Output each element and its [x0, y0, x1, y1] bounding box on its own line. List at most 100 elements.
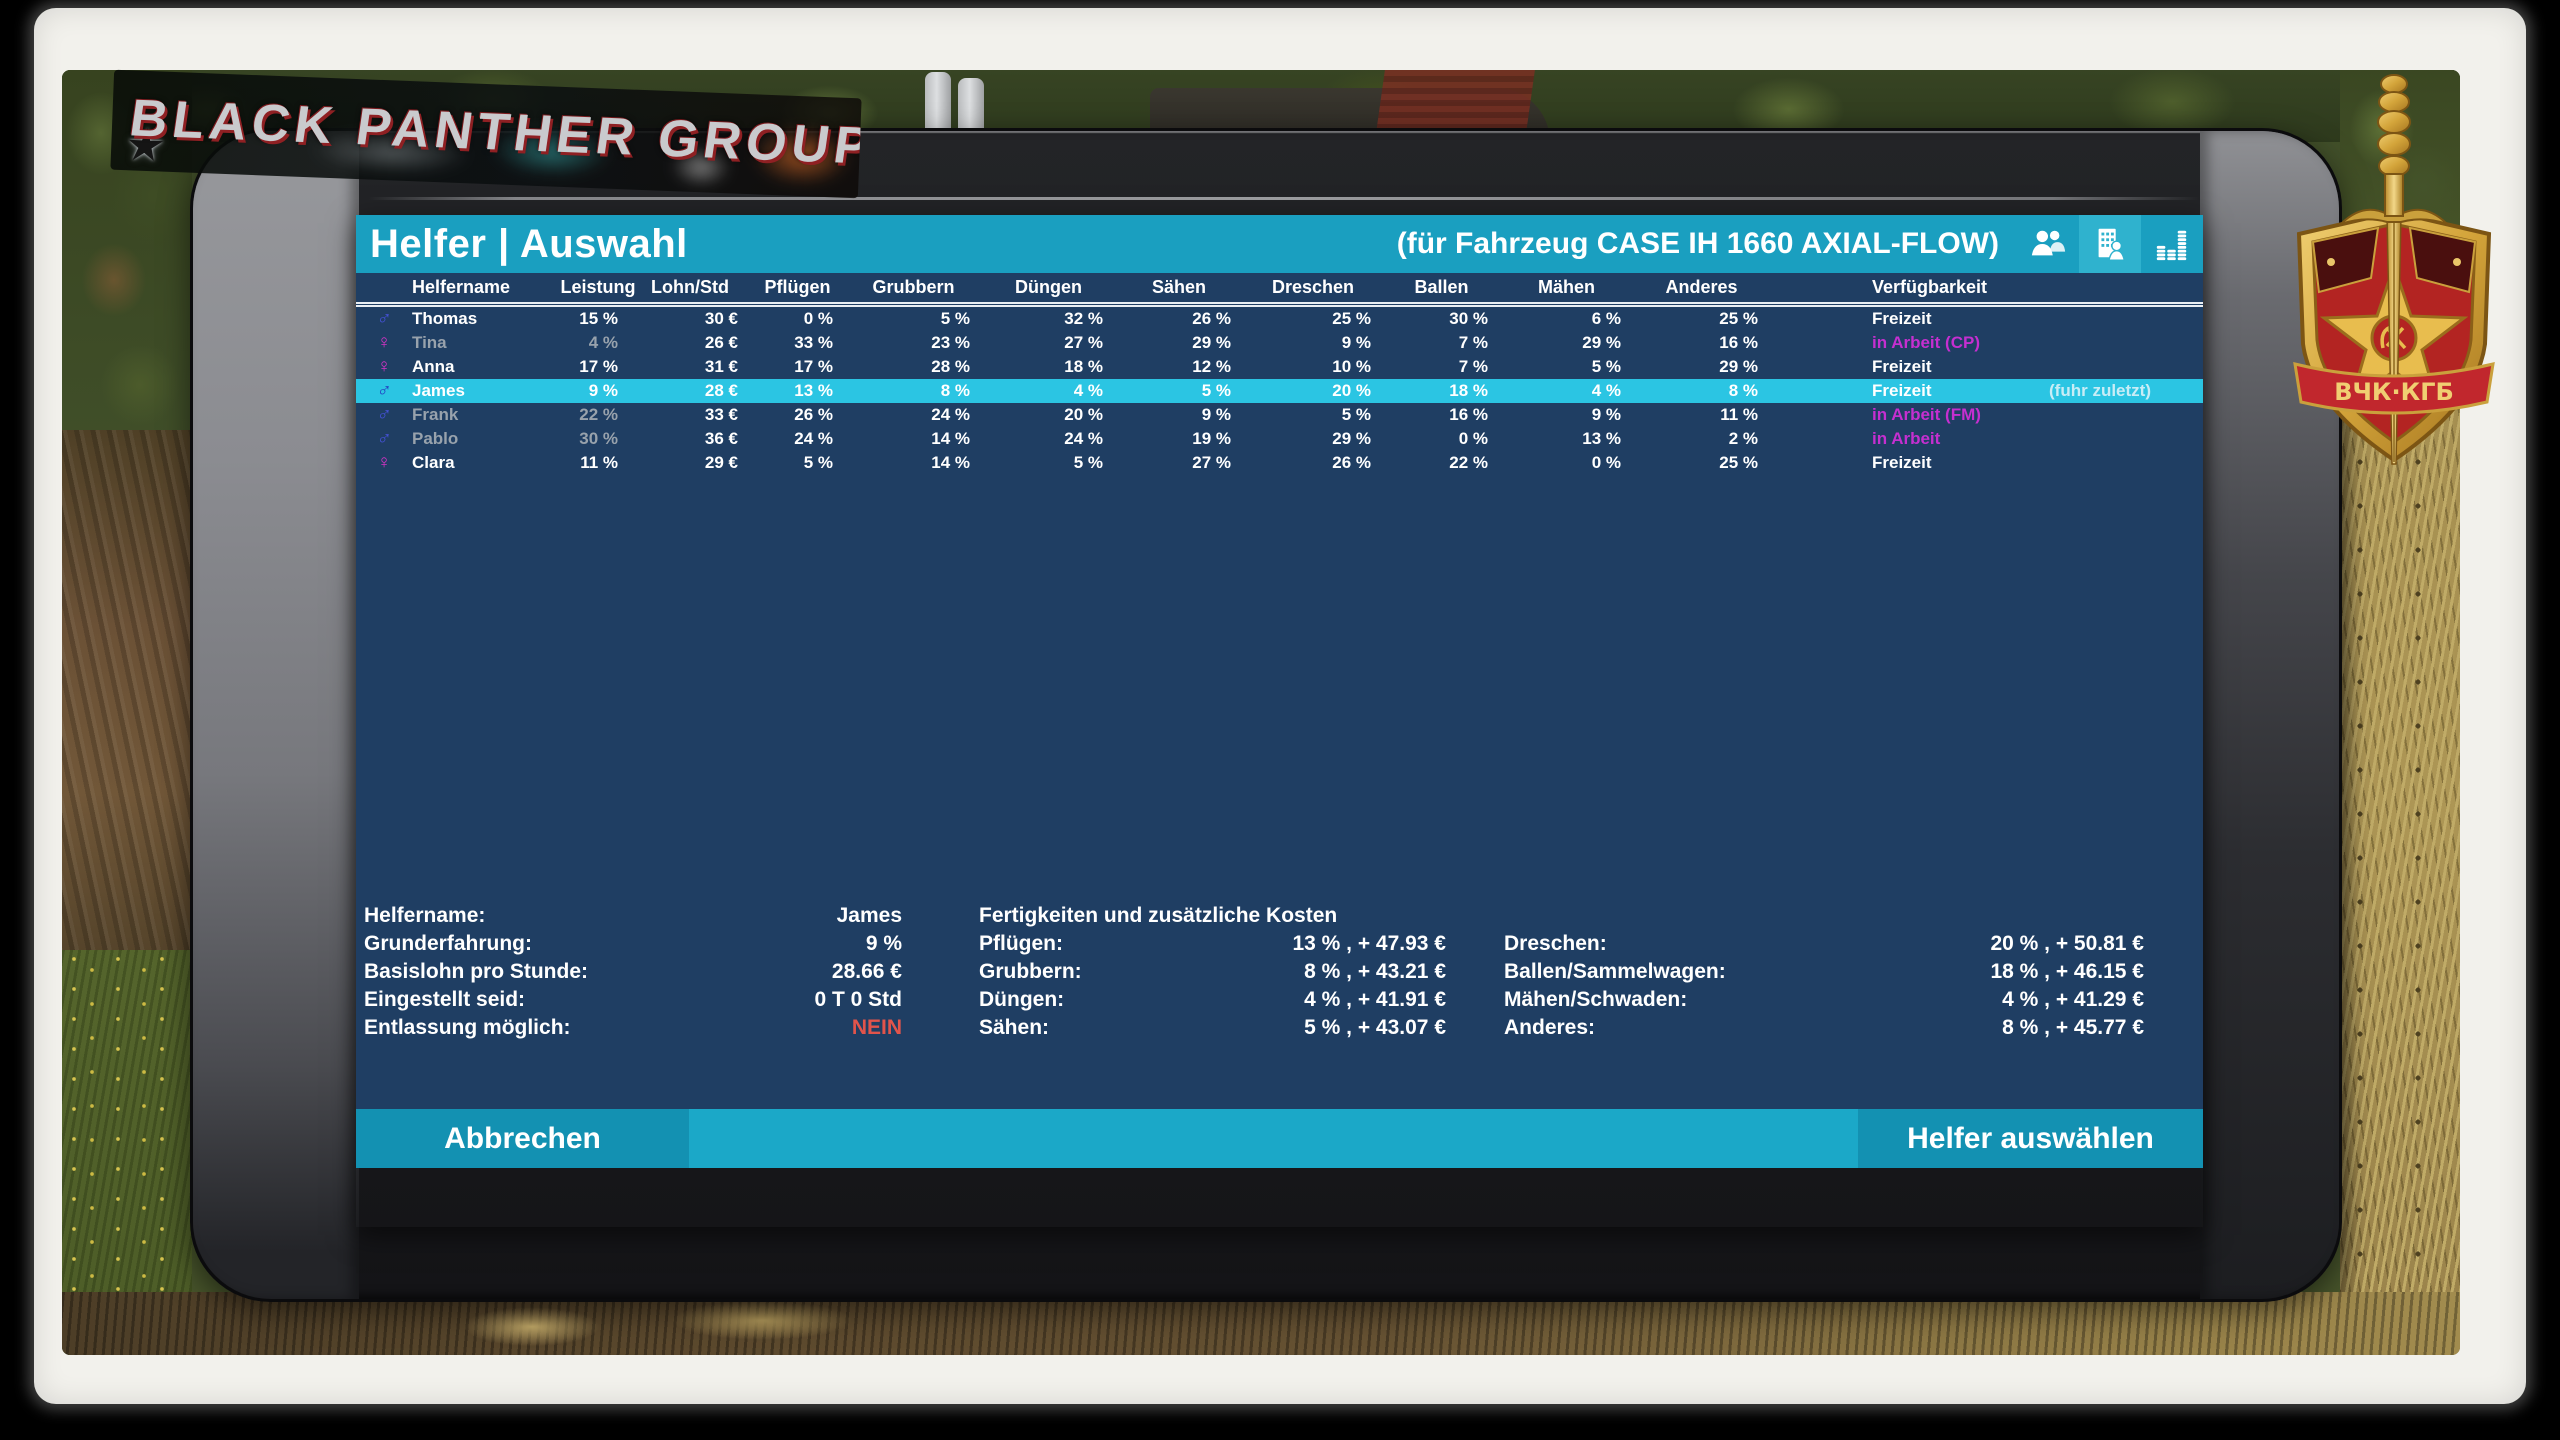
cell-dreschen: 25 %	[1332, 309, 1371, 328]
cell-grubbern: 14 %	[931, 453, 970, 472]
detail-value: 9 %	[865, 932, 902, 955]
cell-grubbern: 24 %	[931, 405, 970, 424]
screen-glint	[369, 197, 2199, 200]
tab-helpers[interactable]	[2017, 215, 2079, 273]
helper-row-james-selected[interactable]: ♂ James 9 % 28 € 13 % 8 % 4 % 5 % 20 % 1…	[356, 379, 2203, 403]
cell-dreschen: 26 %	[1332, 453, 1371, 472]
male-icon: ♂	[375, 428, 393, 449]
cell-dreschen: 5 %	[1341, 405, 1371, 424]
cell-leistung: 17 %	[579, 357, 618, 376]
ribbon	[2293, 362, 2495, 415]
cell-anderes: 16 %	[1719, 333, 1758, 352]
page-title: Helfer | Auswahl	[370, 221, 688, 266]
cell-dreschen: 29 %	[1332, 429, 1371, 448]
skill-label: Düngen:	[979, 988, 1065, 1011]
skill-value: 8 % , + 45.77 €	[2002, 1016, 2144, 1039]
col-saehen: Sähen	[1151, 277, 1207, 297]
skill-value: 4 % , + 41.91 €	[1304, 988, 1446, 1011]
col-dreschen: Dreschen	[1271, 277, 1355, 297]
helper-row-frank[interactable]: ♂ Frank 22 % 33 € 26 % 24 % 20 % 9 % 5 %…	[356, 403, 2203, 427]
cell-leistung: 22 %	[579, 405, 618, 424]
cell-anderes: 2 %	[1728, 429, 1758, 448]
helper-row-tina[interactable]: ♀ Tina 4 % 26 € 33 % 23 % 27 % 29 % 9 % …	[356, 331, 2203, 355]
detail-label: Entlassung möglich:	[364, 1016, 571, 1039]
cell-ballen: 18 %	[1449, 381, 1488, 400]
detail-value: 28.66 €	[831, 960, 902, 983]
cell-ballen: 7 %	[1458, 357, 1488, 376]
cell-lohn: 31 €	[704, 357, 738, 376]
details-skills-right: Dreschen: 20 % , + 50.81 € Ballen/Sammelw…	[1504, 930, 2144, 1042]
col-helfername: Helfername	[412, 277, 511, 297]
cell-dreschen: 10 %	[1332, 357, 1371, 376]
cell-maehen: 4 %	[1591, 381, 1621, 400]
skill-value: 13 % , + 47.93 €	[1292, 932, 1446, 955]
skill-label: Anderes:	[1504, 1016, 1596, 1039]
col-grubbern: Grubbern	[872, 277, 955, 297]
cell-leistung: 9 %	[588, 381, 618, 400]
cell-duengen: 20 %	[1064, 405, 1103, 424]
tab-contracts[interactable]	[2079, 215, 2141, 273]
skill-label: Dreschen:	[1504, 932, 1607, 955]
cell-grubbern: 28 %	[931, 357, 970, 376]
cell-lohn: 36 €	[704, 429, 738, 448]
col-lohn: Lohn/Std	[651, 277, 729, 297]
cell-ballen: 22 %	[1449, 453, 1488, 472]
dialog-body: Helfername Leistung Lohn/Std Pflügen Gru…	[356, 273, 2203, 1168]
scene-silo	[925, 72, 951, 136]
cell-pfluegen: 0 %	[803, 309, 833, 328]
cancel-button[interactable]: Abbrechen	[356, 1109, 689, 1168]
cell-saehen: 12 %	[1192, 357, 1231, 376]
banner-title: BLACK PANTHER GROUP	[126, 89, 862, 176]
cell-duengen: 5 %	[1073, 453, 1103, 472]
status-badge: Freizeit	[1872, 309, 1932, 328]
skill-label: Pflügen:	[979, 932, 1063, 955]
status-badge: Freizeit	[1872, 453, 1932, 472]
cell-anderes: 25 %	[1719, 309, 1758, 328]
select-helper-button[interactable]: Helfer auswählen	[1858, 1109, 2203, 1168]
helper-row-anna[interactable]: ♀ Anna 17 % 31 € 17 % 28 % 18 % 12 % 10 …	[356, 355, 2203, 379]
helper-row-pablo[interactable]: ♂ Pablo 30 % 36 € 24 % 14 % 24 % 19 % 29…	[356, 427, 2203, 451]
kgb-shield-emblem: ВЧК·КГБ	[2283, 66, 2505, 474]
cell-saehen: 27 %	[1192, 453, 1231, 472]
cell-maehen: 6 %	[1591, 309, 1621, 328]
cell-saehen: 19 %	[1192, 429, 1231, 448]
cell-leistung: 30 %	[579, 429, 618, 448]
status-badge: in Arbeit (CP)	[1872, 333, 1980, 352]
cell-saehen: 29 %	[1192, 333, 1231, 352]
scene-bottom-ground	[62, 1292, 2460, 1355]
cell-pfluegen: 5 %	[803, 453, 833, 472]
col-verfuegbarkeit: Verfügbarkeit	[1872, 277, 1988, 297]
cell-grubbern: 14 %	[931, 429, 970, 448]
buttonbar-spacer	[689, 1109, 1858, 1168]
helper-name: Tina	[412, 333, 447, 352]
scene-dirt-path	[62, 430, 192, 990]
col-ballen: Ballen	[1414, 277, 1469, 297]
detail-value: James	[836, 904, 902, 927]
cell-duengen: 18 %	[1064, 357, 1103, 376]
skill-value: 20 % , + 50.81 €	[1990, 932, 2144, 955]
detail-label: Helfername:	[364, 904, 486, 927]
cell-anderes: 11 %	[1720, 405, 1758, 424]
emblem-text: ВЧК·КГБ	[2334, 378, 2454, 406]
skill-value: 8 % , + 43.21 €	[1304, 960, 1446, 983]
tab-finances[interactable]	[2141, 215, 2203, 273]
cell-anderes: 25 %	[1719, 453, 1758, 472]
helper-row-thomas[interactable]: ♂ Thomas 15 % 30 € 0 % 5 % 32 % 26 % 25 …	[356, 307, 2203, 331]
tablet-bezel-left	[193, 131, 359, 1299]
dismissal-value: NEIN	[851, 1016, 902, 1039]
vehicle-subtitle: (für Fahrzeug CASE IH 1660 AXIAL-FLOW)	[1396, 227, 1999, 260]
cell-pfluegen: 24 %	[794, 429, 833, 448]
helper-name: Thomas	[412, 309, 478, 328]
female-icon: ♀	[376, 452, 392, 473]
cell-maehen: 29 %	[1582, 333, 1621, 352]
helper-row-clara[interactable]: ♀ Clara 11 % 29 € 5 % 14 % 5 % 27 % 26 %…	[356, 451, 2203, 475]
cell-lohn: 26 €	[704, 333, 738, 352]
skill-label: Mähen/Schwaden:	[1504, 988, 1688, 1011]
dialog-titlebar: Helfer | Auswahl (für Fahrzeug CASE IH 1…	[356, 215, 2203, 273]
col-anderes: Anderes	[1665, 277, 1738, 297]
cell-ballen: 30 %	[1449, 309, 1488, 328]
details-general: Helfername: James Grunderfahrung: 9 % Basi…	[364, 902, 902, 1042]
cell-saehen: 26 %	[1192, 309, 1231, 328]
cell-lohn: 30 €	[704, 309, 738, 328]
